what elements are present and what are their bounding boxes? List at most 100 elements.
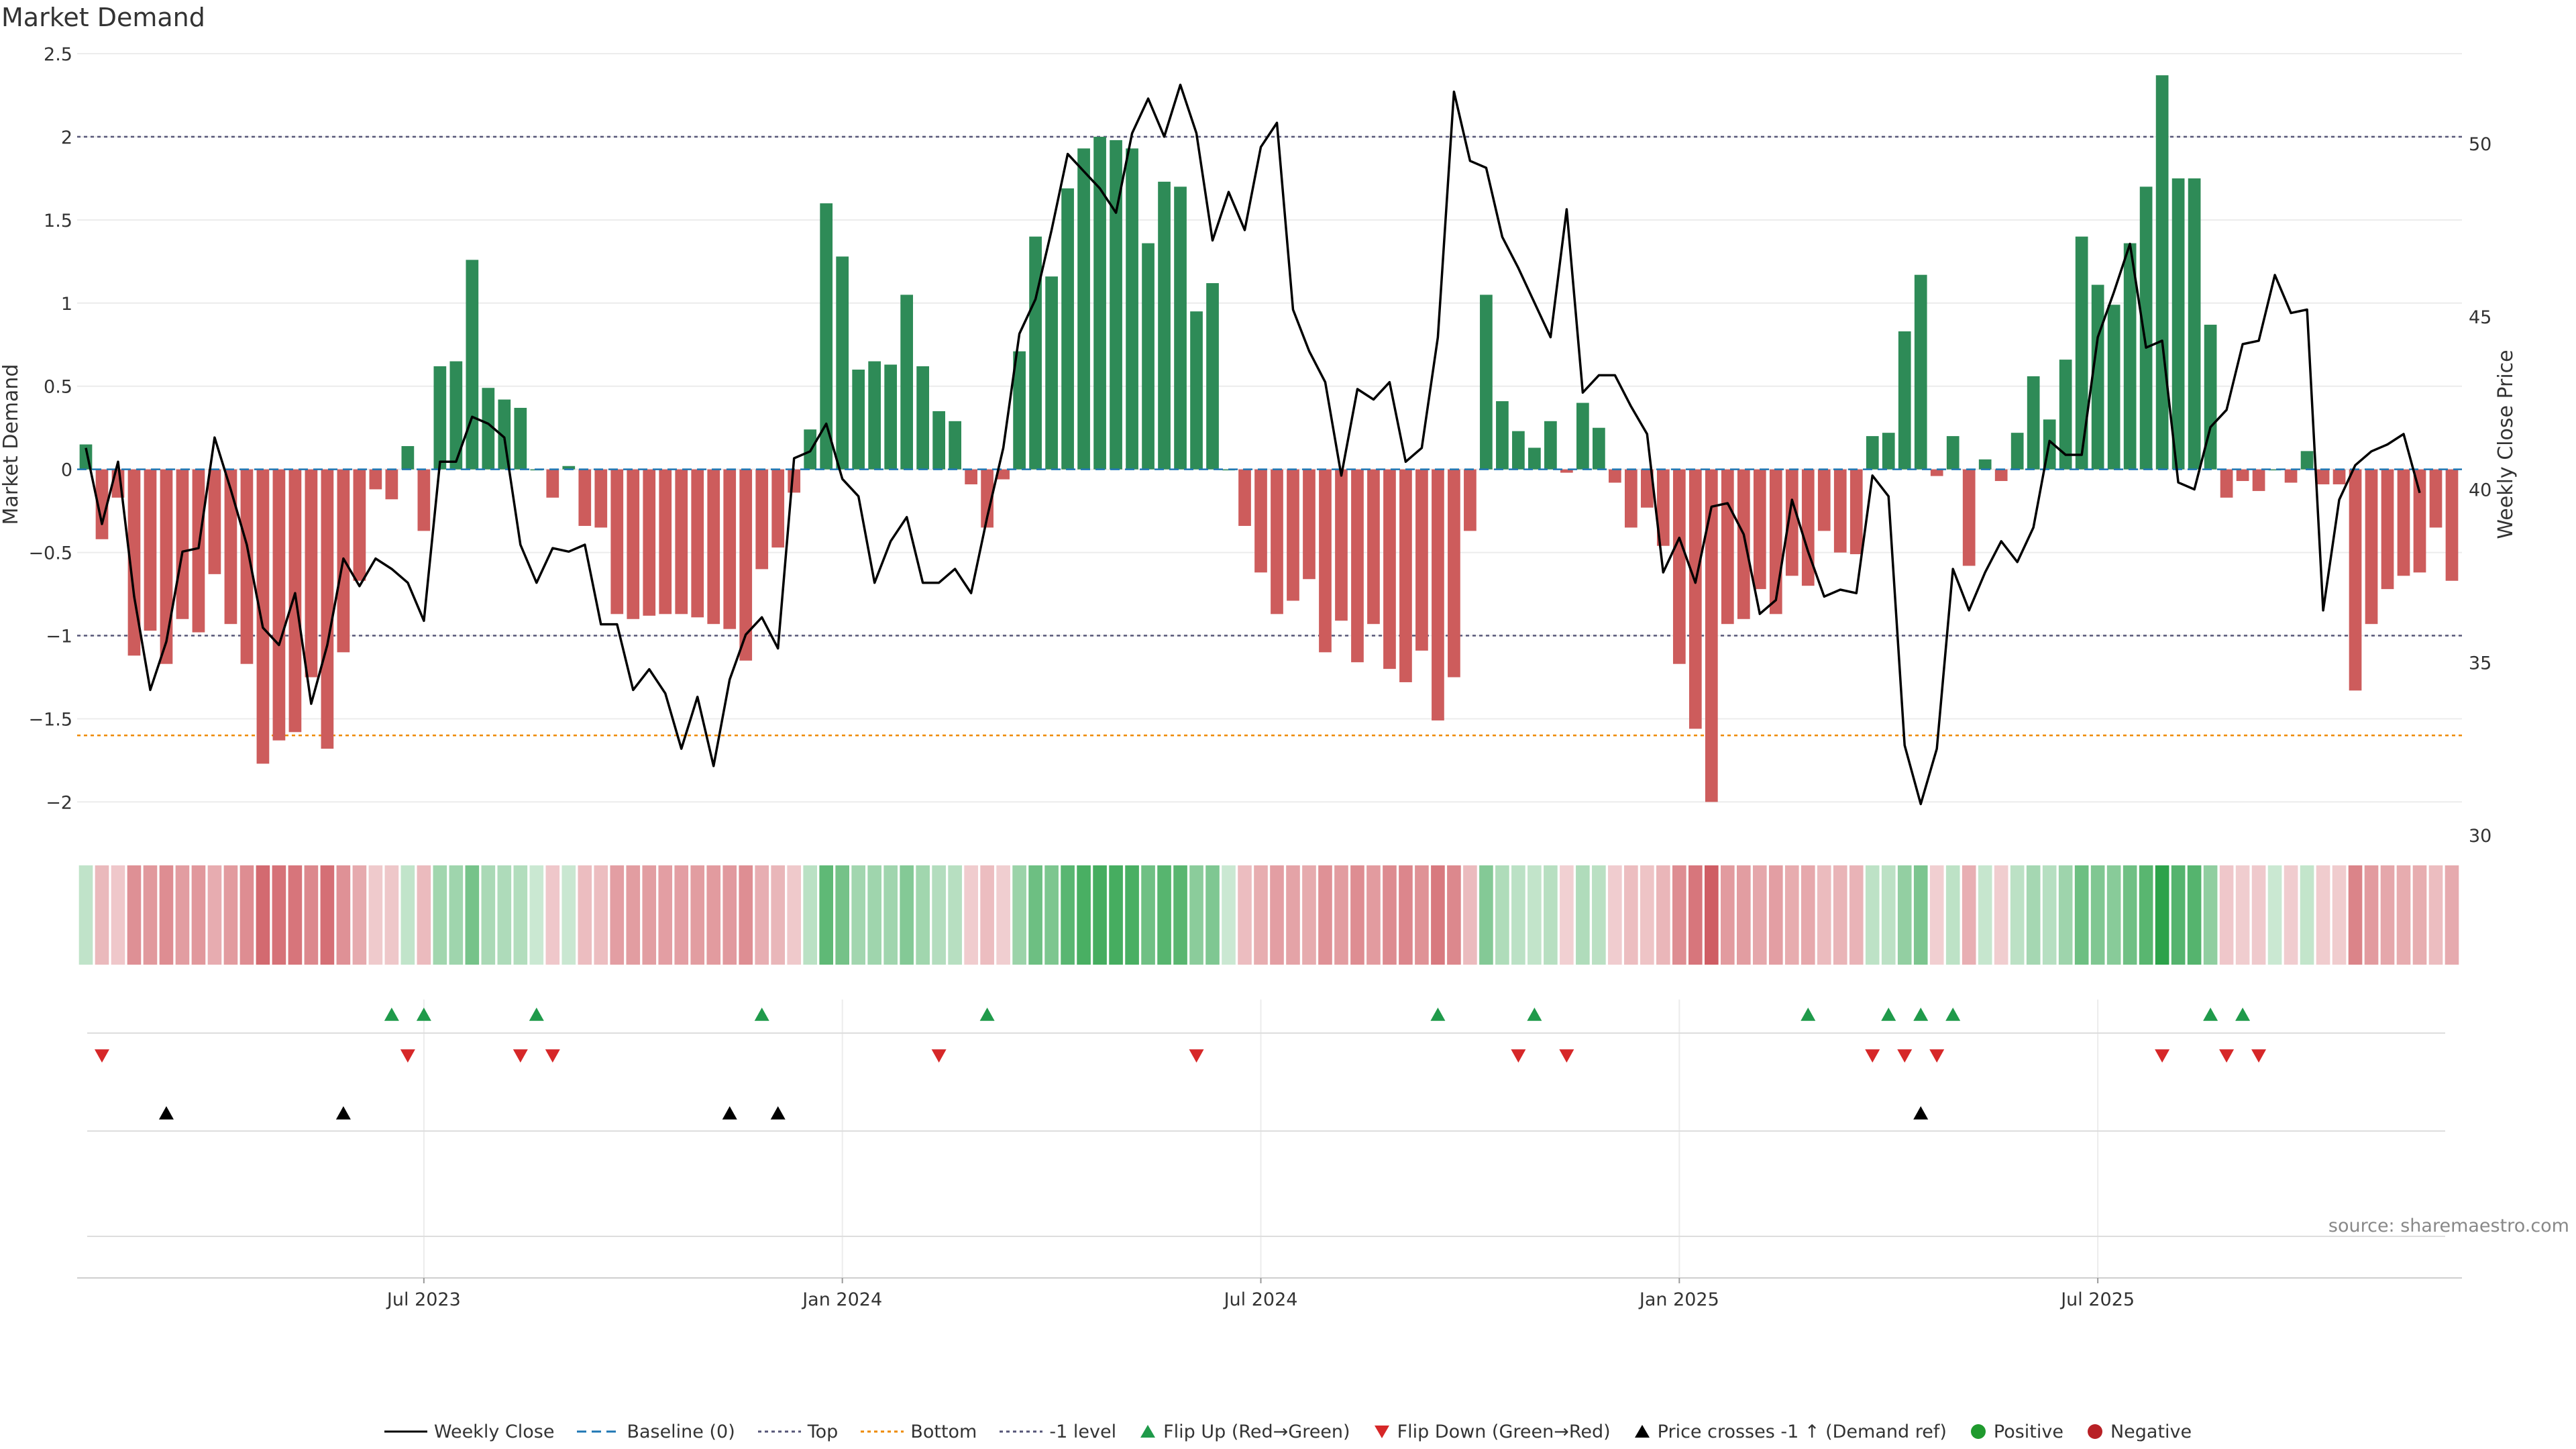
demand-bar <box>707 469 720 625</box>
demand-bar <box>1672 469 1686 664</box>
heatmap-cell <box>1833 865 1847 965</box>
demand-bar <box>1560 469 1573 473</box>
demand-bar <box>868 361 881 470</box>
heatmap-cell <box>1768 865 1783 965</box>
demand-bar <box>852 369 865 470</box>
demand-bar <box>1335 469 1348 621</box>
demand-bar <box>1866 436 1879 470</box>
demand-bar <box>208 469 221 574</box>
demand-bar <box>916 366 930 470</box>
legend-item: Flip Up (Red→Green) <box>1139 1421 1350 1442</box>
legend-label: -1 level <box>1049 1421 1117 1442</box>
demand-bar <box>466 260 479 470</box>
flip-up-marker <box>416 1008 431 1021</box>
x-tick-label: Jan 2024 <box>801 1289 882 1310</box>
demand-bar <box>1833 469 1847 553</box>
heatmap-cell <box>223 865 238 965</box>
demand-bar <box>1753 469 1766 590</box>
demand-bar <box>1287 469 1299 601</box>
heatmap-cell <box>368 865 383 965</box>
heatmap-cell <box>1608 865 1622 965</box>
demand-bar <box>965 469 977 484</box>
flip-up-marker <box>754 1008 769 1021</box>
heatmap-cell <box>143 865 158 965</box>
heatmap-cell <box>1044 865 1059 965</box>
heatmap-cell <box>1173 865 1187 965</box>
flip-up-marker <box>1881 1008 1896 1021</box>
demand-bar <box>2413 469 2426 573</box>
demand-bar <box>1528 447 1541 470</box>
demand-bar <box>578 469 592 526</box>
demand-bar <box>1238 469 1251 526</box>
price-cross-marker <box>770 1106 786 1120</box>
demand-bar <box>1190 311 1203 470</box>
legend-swatch-mark <box>1140 1425 1156 1438</box>
demand-bar <box>900 294 914 470</box>
demand-bar <box>755 469 769 570</box>
demand-bar <box>1415 469 1428 651</box>
heatmap-cell <box>1189 865 1203 965</box>
heatmap-cell <box>803 865 818 965</box>
demand-bar <box>1737 469 1750 619</box>
heatmap-cell <box>980 865 994 965</box>
demand-bar <box>1351 469 1364 663</box>
heatmap-cell <box>2026 865 2041 965</box>
flip-up-marker <box>2235 1008 2251 1021</box>
heatmap-cell <box>513 865 528 965</box>
demand-bar <box>1978 459 1992 470</box>
demand-bar <box>836 256 849 470</box>
heatmap-cell <box>1012 865 1026 965</box>
demand-bar <box>321 469 334 749</box>
heatmap-cell <box>610 865 625 965</box>
heatmap-cell <box>1656 865 1670 965</box>
heatmap-cell <box>1736 865 1751 965</box>
demand-bar <box>2316 469 2330 484</box>
flip-up-marker <box>1801 1008 1816 1021</box>
demand-bar <box>594 469 608 528</box>
legend-swatch <box>2087 1424 2102 1439</box>
demand-bar <box>1271 469 1283 614</box>
y-tick-label: −1 <box>46 627 72 647</box>
heatmap-cell <box>1962 865 1976 965</box>
heatmap-cell <box>1849 865 1864 965</box>
demand-bar <box>1576 402 1589 470</box>
heatmap-cell <box>851 865 865 965</box>
heatmap-cell <box>2187 865 2202 965</box>
heatmap-cell <box>626 865 641 965</box>
flip-up-marker <box>529 1008 544 1021</box>
legend-swatch <box>1140 1425 1156 1438</box>
demand-bar <box>353 469 366 581</box>
demand-bar <box>401 445 415 470</box>
demand-bar <box>1464 469 1477 531</box>
demand-bar <box>1930 469 1943 476</box>
demand-bar <box>2252 469 2265 491</box>
heatmap-cell <box>1817 865 1831 965</box>
heatmap-cell <box>787 865 802 965</box>
demand-bar <box>2284 469 2298 483</box>
demand-bar <box>1399 469 1412 682</box>
heatmap-cell <box>1527 865 1542 965</box>
flip-up-marker <box>1527 1008 1542 1021</box>
heatmap-cell <box>1366 865 1381 965</box>
heatmap-cell <box>159 865 174 965</box>
heatmap-cell <box>1560 865 1574 965</box>
legend-label: Positive <box>1993 1421 2063 1442</box>
demand-bar <box>1817 469 1831 531</box>
heatmap-cell <box>78 865 93 965</box>
demand-bar <box>2349 469 2362 691</box>
heatmap-cell <box>207 865 222 965</box>
demand-bar <box>2204 325 2217 470</box>
heatmap-cell <box>1720 865 1735 965</box>
demand-bar <box>1898 331 1911 470</box>
price-cross-marker <box>1913 1106 1929 1120</box>
heatmap-cell <box>1929 865 1944 965</box>
demand-bar <box>1383 469 1396 669</box>
heatmap-cell <box>739 865 753 965</box>
heatmap-cell <box>2010 865 2025 965</box>
demand-bar <box>2107 305 2121 470</box>
legend-swatch-mark <box>2087 1424 2102 1439</box>
heatmap-cell <box>2058 865 2073 965</box>
legend-label: Baseline (0) <box>627 1421 735 1442</box>
heatmap-cell <box>272 865 286 965</box>
